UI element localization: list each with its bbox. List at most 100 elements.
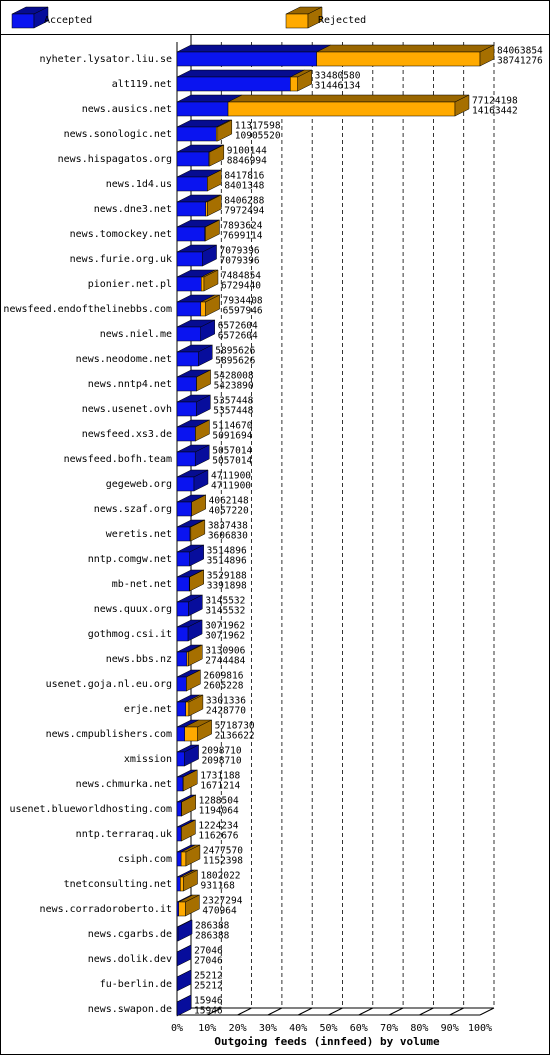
total-label: 286388 <box>195 921 230 932</box>
bar-side <box>188 594 203 617</box>
x-tick <box>358 1007 374 1016</box>
total-label: 2327294 <box>202 896 242 907</box>
x-tick-label: 80% <box>410 1023 428 1034</box>
category-label: erje.net <box>124 704 172 715</box>
bar-side <box>205 294 220 317</box>
total-label: 11317598 <box>235 121 281 132</box>
category-label: news.ausics.net <box>82 104 172 115</box>
accepted-bar <box>176 544 204 567</box>
rejected-bar <box>195 419 210 442</box>
accepted-label: 3071962 <box>205 631 245 642</box>
legend-swatch <box>285 6 323 29</box>
accepted-label: 1194064 <box>199 806 239 817</box>
rejected-bar <box>196 369 211 392</box>
accepted-bar <box>176 619 203 642</box>
category-label: news.cmpublishers.com <box>46 729 172 740</box>
bar-front <box>201 276 205 292</box>
total-label: 4711900 <box>211 471 251 482</box>
category-label: tnetconsulting.net <box>64 879 172 890</box>
bar-side <box>185 894 200 917</box>
bar-side <box>207 194 222 217</box>
total-label: 3837438 <box>208 521 248 532</box>
accepted-bar <box>176 144 223 167</box>
accepted-label: 8846994 <box>227 156 267 167</box>
bar-side <box>209 144 225 167</box>
accepted-label: 2136622 <box>215 731 255 742</box>
bar-front <box>176 51 317 67</box>
x-axis-title: Outgoing feeds (innfeed) by volume <box>214 1035 440 1048</box>
bar-side <box>181 819 196 842</box>
bar-side <box>194 444 210 467</box>
bar-side <box>187 619 203 642</box>
x-tick-label: 60% <box>350 1023 368 1034</box>
x-tick-label: 20% <box>229 1023 247 1034</box>
accepted-label: 7079396 <box>220 256 260 267</box>
total-label: 2609816 <box>203 671 243 682</box>
rejected-bar <box>191 494 206 517</box>
bar-front <box>176 276 202 292</box>
accepted-bar <box>176 569 204 592</box>
bar-side <box>203 269 219 292</box>
bar-side <box>188 694 204 717</box>
accepted-label: 286388 <box>195 931 230 942</box>
accepted-label: 470964 <box>202 906 237 917</box>
rejected-bar <box>186 644 203 667</box>
bar-side <box>207 169 222 192</box>
bar-side <box>176 994 192 1017</box>
bar-front <box>176 226 206 242</box>
rejected-bar <box>200 294 220 317</box>
x-tick <box>297 1007 313 1016</box>
total-label: 1288504 <box>199 796 239 807</box>
bar-side <box>479 44 495 67</box>
total-label: 7079396 <box>220 246 260 257</box>
bar-front <box>176 351 199 367</box>
accepted-label: 5357448 <box>213 406 253 417</box>
accepted-label: 27046 <box>194 956 223 967</box>
category-label: alt119.net <box>112 79 172 90</box>
accepted-label: 1162676 <box>198 831 238 842</box>
accepted-label: 6572604 <box>218 331 258 342</box>
bar-side <box>186 669 201 692</box>
rejected-bar <box>185 694 204 717</box>
total-label: 3071962 <box>205 621 245 632</box>
total-label: 84063854 <box>497 46 543 57</box>
total-label: 5895626 <box>215 346 255 357</box>
bar-front <box>176 551 190 567</box>
accepted-bar <box>176 119 231 142</box>
rejected-bar <box>216 119 233 142</box>
bar-side <box>184 744 199 767</box>
category-label: news.neodome.net <box>76 354 172 365</box>
rejected-bar <box>180 819 196 842</box>
accepted-label: 38741276 <box>497 56 543 67</box>
bar-front <box>11 13 35 29</box>
bar-front <box>176 501 192 517</box>
bar-top <box>176 44 331 53</box>
accepted-bar <box>176 394 211 417</box>
accepted-bar <box>176 494 206 517</box>
legend-label: Accepted <box>44 15 92 26</box>
total-label: 2098710 <box>202 746 242 757</box>
bar-front <box>176 826 182 842</box>
bar-side <box>217 119 233 142</box>
bar-front <box>176 576 190 592</box>
category-label: weretis.net <box>106 529 172 540</box>
accepted-label: 1152398 <box>203 856 243 867</box>
x-tick <box>267 1007 283 1016</box>
accepted-label: 4057220 <box>209 506 249 517</box>
bar-front <box>176 326 201 342</box>
total-label: 3529188 <box>207 571 247 582</box>
bar-side <box>188 644 203 667</box>
accepted-bar <box>176 369 211 392</box>
accepted-bar <box>176 69 305 92</box>
bar-front <box>176 201 206 217</box>
accepted-bar <box>176 244 217 267</box>
category-label: mb-net.net <box>112 579 172 590</box>
bar-side <box>33 6 49 29</box>
x-tick <box>328 1007 343 1016</box>
bar-side <box>196 394 211 417</box>
x-tick-label: 0% <box>171 1023 183 1034</box>
category-label: news.szaf.org <box>94 504 172 515</box>
total-label: 9100144 <box>227 146 267 157</box>
bar-side <box>185 844 201 867</box>
